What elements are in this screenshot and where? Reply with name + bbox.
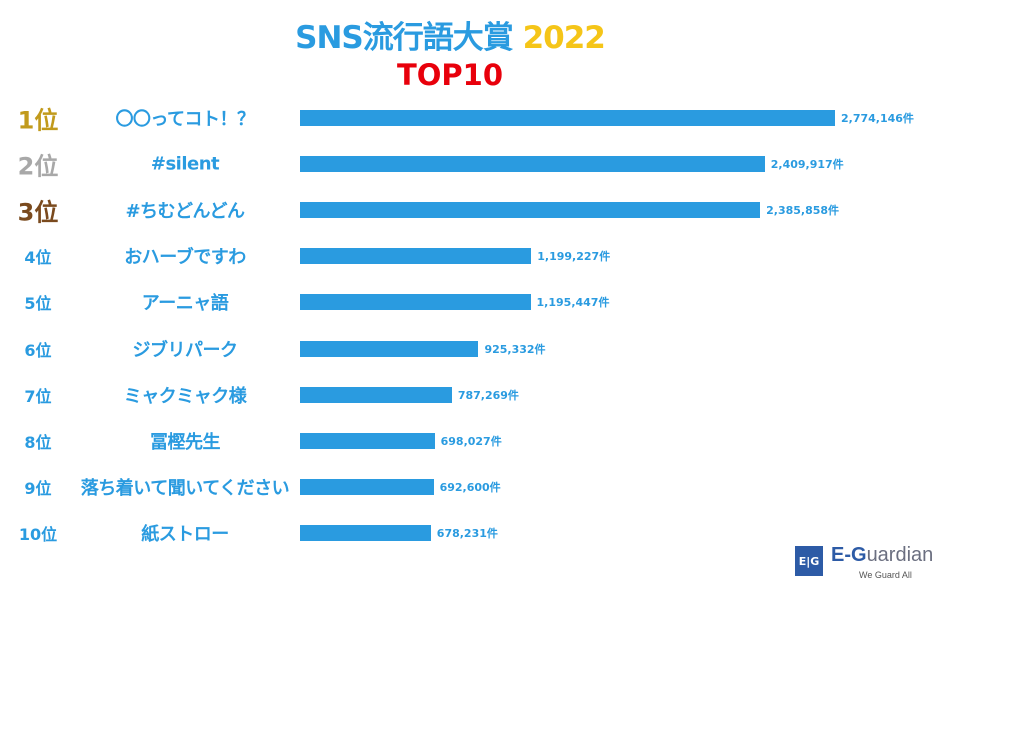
category-label: #ちむどんどん xyxy=(125,201,245,223)
rank-label: 6位 xyxy=(24,340,52,360)
category-label: おハーブですわ xyxy=(124,247,246,269)
category-label: アーニャ語 xyxy=(141,293,229,315)
rank-label: 1位 xyxy=(17,106,59,135)
value-label: 692,600件 xyxy=(439,480,501,494)
logo-name-rest: uardian xyxy=(866,544,934,566)
bar xyxy=(300,524,431,541)
value-label: 925,332件 xyxy=(484,342,546,356)
value-label: 698,027件 xyxy=(440,434,502,448)
rank-label: 3位 xyxy=(17,198,59,227)
rank-label: 4位 xyxy=(24,248,52,268)
category-label: 冨樫先生 xyxy=(150,431,221,453)
logo-name-prefix: E-G xyxy=(831,544,867,566)
value-label: 678,231件 xyxy=(436,526,498,540)
category-label: #silent xyxy=(150,153,220,175)
bar xyxy=(300,248,532,265)
value-label: 1,199,227件 xyxy=(537,250,611,264)
chart-title: SNS流行語大賞 2022 xyxy=(200,12,700,57)
value-label: 1,195,447件 xyxy=(536,296,610,310)
logo-mark-icon: E|G xyxy=(795,546,823,576)
bar xyxy=(300,156,765,173)
rank-label: 2位 xyxy=(17,152,59,181)
title-year: 2022 xyxy=(522,20,606,56)
value-label: 2,385,858件 xyxy=(766,204,840,218)
value-label: 2,409,917件 xyxy=(770,158,844,172)
logo-name: E-Guardian xyxy=(831,544,933,567)
bar xyxy=(300,386,452,403)
bar xyxy=(300,110,835,126)
bar xyxy=(300,340,479,357)
category-label: ミャクミャク様 xyxy=(123,385,247,407)
value-label: 2,774,146件 xyxy=(841,112,914,125)
category-label: ジブリパーク xyxy=(132,339,239,361)
category-label: 紙ストロー xyxy=(141,523,229,545)
category-label: 〇〇ってコト！？ xyxy=(115,109,255,130)
rank-label: 9位 xyxy=(24,478,52,498)
chart-subtitle: TOP10 xyxy=(396,58,504,92)
rank-label: 7位 xyxy=(24,386,52,406)
category-label: 落ち着いて聞いてください xyxy=(80,477,290,499)
bar xyxy=(300,432,435,449)
logo-tagline: We Guard All xyxy=(859,570,912,580)
bar xyxy=(300,202,761,219)
value-label: 787,269件 xyxy=(457,388,519,402)
bar xyxy=(300,294,531,311)
title-text: SNS流行語大賞 xyxy=(295,20,514,56)
rank-label: 10位 xyxy=(18,524,58,544)
bar xyxy=(300,478,434,495)
rank-label: 5位 xyxy=(24,294,52,314)
rank-label: 8位 xyxy=(24,432,52,452)
